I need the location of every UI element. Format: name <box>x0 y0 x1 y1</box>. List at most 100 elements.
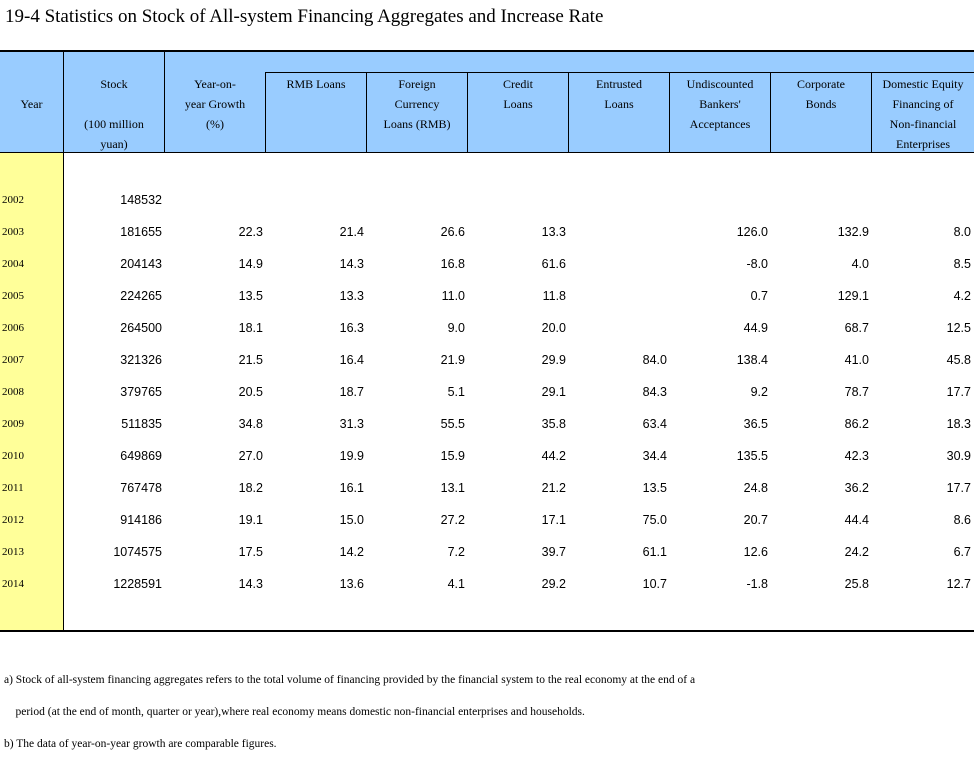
bonds-cell: 36.2 <box>844 481 869 495</box>
growth-cell: 27.0 <box>238 449 263 463</box>
entrusted-cell: 61.1 <box>642 545 667 559</box>
undiscounted-cell: 44.9 <box>743 321 768 335</box>
table-row: 2005 224265 13.5 13.3 11.0 11.8 0.7 129.1 4.2 <box>0 280 974 312</box>
entrusted-cell: 84.3 <box>642 385 667 399</box>
undiscounted-cell: 36.5 <box>743 417 768 431</box>
foreign-cell: 55.5 <box>440 417 465 431</box>
stock-cell: 224265 <box>120 289 162 303</box>
undiscounted-cell: 9.2 <box>750 385 768 399</box>
header-rmb-loans: RMB Loans <box>286 77 346 91</box>
credit-cell: 29.1 <box>541 385 566 399</box>
stock-cell: 1228591 <box>113 577 162 591</box>
foreign-cell: 26.6 <box>440 225 465 239</box>
year-column-shading <box>0 153 63 630</box>
header-corporate-bonds: Corporate Bonds <box>797 77 845 111</box>
undiscounted-cell: -8.0 <box>746 257 768 271</box>
equity-cell: 8.5 <box>953 257 971 271</box>
table-row: 2007 321326 21.5 16.4 21.9 29.9 84.0 138.4 41.0 4… <box>0 344 974 376</box>
stock-cell: 511835 <box>121 417 162 431</box>
growth-cell: 19.1 <box>238 513 263 527</box>
table-row: 2011 767478 18.2 16.1 13.1 21.2 13.5 24.8 36.2 17… <box>0 472 974 504</box>
bonds-cell: 4.0 <box>851 257 869 271</box>
column-divider <box>467 72 468 152</box>
growth-cell: 34.8 <box>238 417 263 431</box>
header-entrusted-loans: Entrusted Loans <box>596 77 642 111</box>
credit-cell: 13.3 <box>541 225 566 239</box>
growth-cell: 18.2 <box>238 481 263 495</box>
bonds-cell: 24.2 <box>844 545 869 559</box>
rmb-cell: 19.9 <box>339 449 364 463</box>
growth-cell: 17.5 <box>238 545 263 559</box>
bonds-cell: 41.0 <box>844 353 869 367</box>
bonds-cell: 44.4 <box>844 513 869 527</box>
credit-cell: 21.2 <box>541 481 566 495</box>
year-cell: 2004 <box>2 258 24 270</box>
table-row: 2012 914186 19.1 15.0 27.2 17.1 75.0 20.7 44.4 8.… <box>0 504 974 536</box>
table-bottom-rule <box>0 630 974 632</box>
stock-cell: 767478 <box>120 481 162 495</box>
credit-cell: 39.7 <box>541 545 566 559</box>
entrusted-cell: 75.0 <box>642 513 667 527</box>
growth-cell: 21.5 <box>238 353 263 367</box>
rmb-cell: 16.1 <box>339 481 364 495</box>
rmb-cell: 14.3 <box>339 257 364 271</box>
table-row: 2009 511835 34.8 31.3 55.5 35.8 63.4 36.5 86.2 18… <box>0 408 974 440</box>
equity-cell: 30.9 <box>946 449 971 463</box>
year-cell: 2006 <box>2 322 24 334</box>
equity-cell: 12.7 <box>946 577 971 591</box>
stock-cell: 264500 <box>120 321 162 335</box>
growth-cell: 14.9 <box>238 257 263 271</box>
column-divider <box>366 72 367 152</box>
footnote-a-line2: period (at the end of month, quarter or … <box>4 706 585 718</box>
foreign-cell: 7.2 <box>447 545 465 559</box>
column-divider <box>669 72 670 152</box>
stock-cell: 321326 <box>120 353 162 367</box>
equity-cell: 17.7 <box>946 481 971 495</box>
growth-cell: 22.3 <box>238 225 263 239</box>
table-row: 2008 379765 20.5 18.7 5.1 29.1 84.3 9.2 78.7 17.7 <box>0 376 974 408</box>
stock-cell: 204143 <box>120 257 162 271</box>
undiscounted-cell: 138.4 <box>736 353 768 367</box>
rmb-cell: 31.3 <box>339 417 364 431</box>
foreign-cell: 16.8 <box>440 257 465 271</box>
column-divider <box>568 72 569 152</box>
credit-cell: 17.1 <box>541 513 566 527</box>
header-credit-loans: Credit Loans <box>503 77 533 111</box>
year-cell: 2013 <box>2 546 24 558</box>
stock-cell: 148532 <box>120 193 162 207</box>
header-growth: Year-on- year Growth (%) <box>184 77 246 131</box>
equity-cell: 17.7 <box>946 385 971 399</box>
rmb-cell: 21.4 <box>339 225 364 239</box>
column-divider <box>63 52 64 630</box>
header-group-rule <box>265 72 974 73</box>
foreign-cell: 5.1 <box>447 385 465 399</box>
table-row: 2013 1074575 17.5 14.2 7.2 39.7 61.1 12.6 24.2 6.… <box>0 536 974 568</box>
equity-cell: 45.8 <box>946 353 971 367</box>
page-title: 19-4 Statistics on Stock of All-system F… <box>5 6 604 27</box>
foreign-cell: 9.0 <box>447 321 465 335</box>
header-foreign-currency-loans: Foreign Currency Loans (RMB) <box>383 77 451 131</box>
credit-cell: 20.0 <box>541 321 566 335</box>
rmb-cell: 16.3 <box>339 321 364 335</box>
credit-cell: 35.8 <box>541 417 566 431</box>
statistics-table: Year Stock (100 million yuan) Year-on- y… <box>0 50 974 632</box>
entrusted-cell: 84.0 <box>642 353 667 367</box>
header-bottom-rule <box>0 152 974 153</box>
table-top-rule <box>0 50 974 52</box>
column-divider <box>164 52 165 152</box>
rmb-cell: 14.2 <box>339 545 364 559</box>
undiscounted-cell: 20.7 <box>743 513 768 527</box>
credit-cell: 61.6 <box>541 257 566 271</box>
bonds-cell: 132.9 <box>837 225 869 239</box>
rmb-cell: 15.0 <box>339 513 364 527</box>
undiscounted-cell: -1.8 <box>746 577 768 591</box>
year-cell: 2002 <box>2 194 24 206</box>
year-cell: 2003 <box>2 226 24 238</box>
foreign-cell: 4.1 <box>447 577 465 591</box>
stock-cell: 379765 <box>120 385 162 399</box>
entrusted-cell: 63.4 <box>642 417 667 431</box>
table-row: 2002 148532 <box>0 184 974 216</box>
entrusted-cell: 13.5 <box>642 481 667 495</box>
year-cell: 2010 <box>2 450 24 462</box>
table-row: 2003 181655 22.3 21.4 26.6 13.3 126.0 132.9 8.0 <box>0 216 974 248</box>
